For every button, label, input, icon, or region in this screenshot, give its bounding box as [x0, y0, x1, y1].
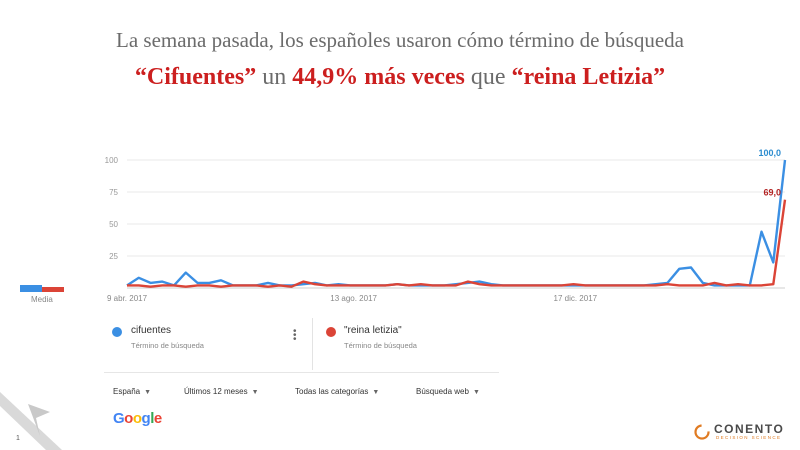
google-logo-letter: o [132, 410, 142, 427]
google-logo: Google [113, 410, 162, 427]
google-logo-letter: g [141, 410, 151, 427]
page-number: 1 [16, 435, 20, 442]
term-subtitle-cifuentes: Término de búsqueda [131, 341, 204, 350]
chevron-down-icon: ▼ [472, 389, 480, 396]
y-tick-label: 75 [109, 188, 118, 197]
x-tick-label: 17 dic. 2017 [554, 294, 598, 303]
trend-chart: 25 50 75 100 9 abr. 2017 13 ago. 2017 17 dic. … [105, 148, 787, 303]
term-name-reina-letizia[interactable]: "reina letizia" [344, 325, 402, 336]
headline-connector-2: que [464, 64, 512, 90]
headline-percentage: 44,9% más veces [292, 64, 465, 90]
term-divider [312, 318, 313, 370]
average-label: Media [31, 295, 53, 304]
series-line-cifuentes [126, 159, 787, 287]
headline-connector-1: un [256, 64, 293, 90]
filter-category[interactable]: Todas las categorías ▼ [295, 387, 379, 396]
x-tick-label: 13 ago. 2017 [330, 294, 377, 303]
term-subtitle-reina-letizia: Término de búsqueda [344, 341, 417, 350]
headline-term-letizia: “reina Letizia” [511, 64, 666, 90]
conento-logo-icon [694, 424, 710, 440]
brand-name: CONENTO [714, 422, 785, 436]
y-tick-label: 100 [105, 156, 119, 165]
chevron-down-icon: ▼ [372, 389, 380, 396]
cifuentes-color-dot [112, 327, 122, 337]
headline-line-2: “Cifuentes” un 44,9% más veces que “rein… [0, 64, 800, 91]
google-logo-letter: l [150, 410, 154, 427]
headline-term-cifuentes: “Cifuentes” [134, 64, 257, 90]
x-tick-label: 9 abr. 2017 [107, 294, 148, 303]
chevron-down-icon: ▼ [251, 389, 259, 396]
headline-line-1: La semana pasada, los españoles usaron c… [116, 28, 684, 52]
average-bar-cifuentes [20, 285, 42, 292]
conento-logo: CONENTO DECISION SCIENCE [694, 422, 799, 446]
filter-category-label: Todas las categorías [295, 387, 369, 396]
average-bar-reina-letizia [42, 287, 64, 292]
filter-time-range[interactable]: Últimos 12 meses ▼ [184, 387, 259, 396]
google-logo-letter: G [113, 410, 125, 427]
series-line-reina-letizia [127, 199, 787, 288]
chevron-down-icon: ▼ [144, 389, 152, 396]
brand-tagline: DECISION SCIENCE [716, 435, 782, 440]
google-logo-letter: o [124, 410, 133, 427]
term-name-cifuentes[interactable]: cifuentes [131, 325, 172, 336]
series-end-label: 69,0 [763, 188, 781, 198]
google-logo-letter: e [153, 410, 162, 427]
filter-region[interactable]: España ▼ [113, 387, 151, 396]
filter-search-type-label: Búsqueda web [416, 387, 469, 396]
corner-arrow-decoration [0, 392, 62, 450]
filter-region-label: España [113, 387, 141, 396]
series-end-label: 100,0 [758, 148, 781, 158]
reina-letizia-color-dot [326, 327, 336, 337]
y-tick-label: 50 [109, 220, 118, 229]
filters-divider [104, 372, 499, 373]
filter-time-range-label: Últimos 12 meses [184, 387, 248, 396]
y-tick-label: 25 [109, 252, 118, 261]
filter-search-type[interactable]: Búsqueda web ▼ [416, 387, 480, 396]
more-options-icon[interactable]: • • • [293, 326, 297, 345]
